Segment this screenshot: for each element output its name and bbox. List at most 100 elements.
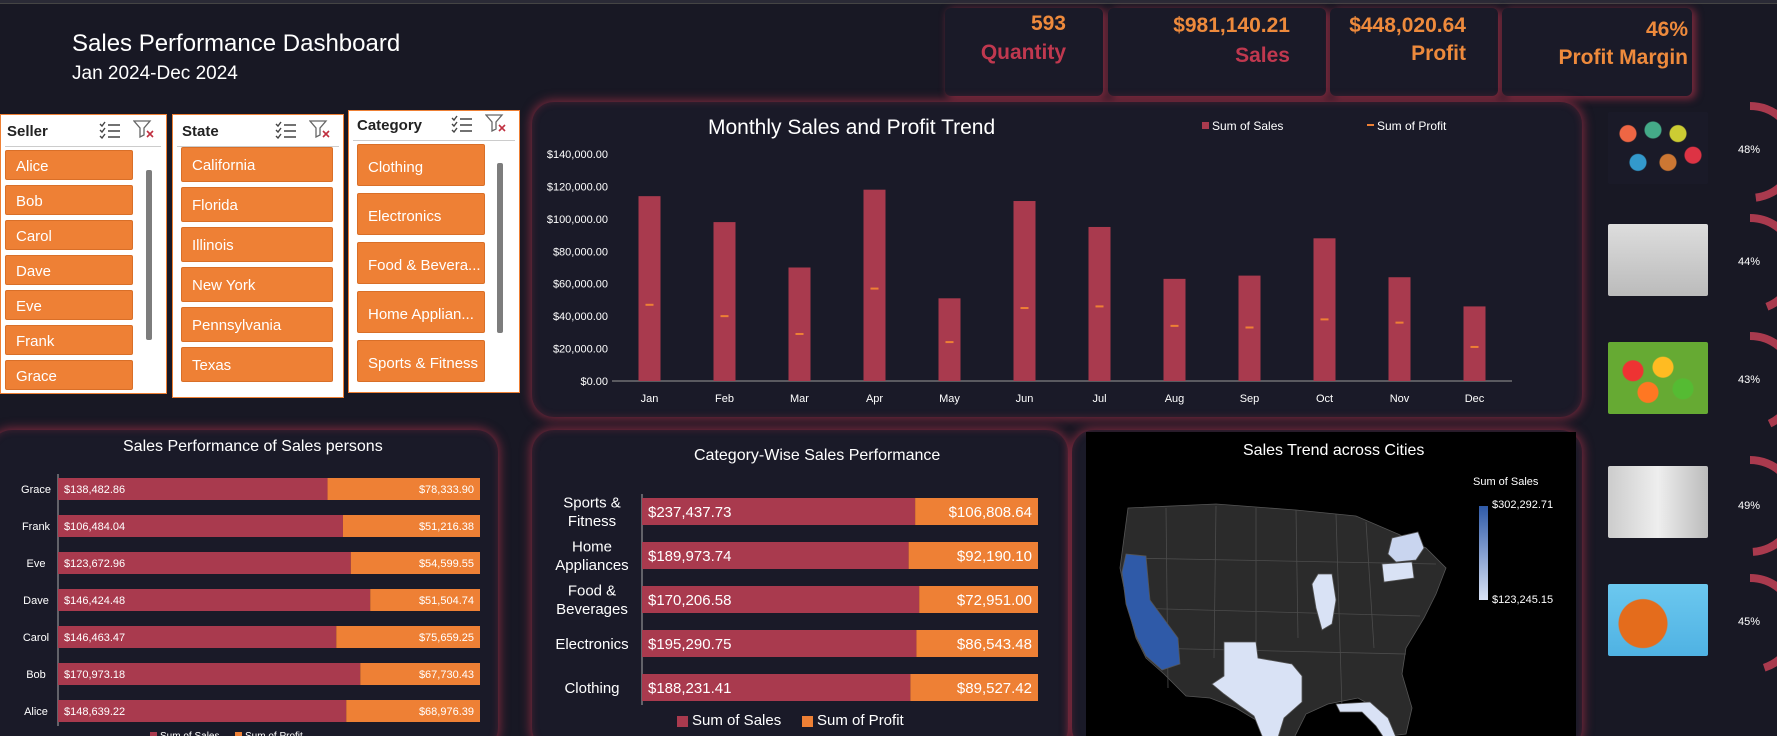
slicer-item[interactable]: Eve <box>5 290 133 320</box>
category-label: Food & <box>568 582 616 599</box>
category-label: Beverages <box>556 601 628 618</box>
slicer-item[interactable]: Frank <box>5 325 133 355</box>
slicer-seller[interactable]: Seller Alice Bob Carol Dave Eve Frank Grace <box>0 114 167 394</box>
slicer-item[interactable]: Clothing <box>357 144 485 186</box>
kpi-sales-card: $981,140.21 Sales <box>1108 8 1326 96</box>
bar-profit <box>327 478 480 500</box>
category-label: Fitness <box>568 513 616 530</box>
bar-sales-jun <box>1013 201 1036 381</box>
y-tick-label: $60,000.00 <box>553 279 608 291</box>
category-chart: $237,437.73 $106,808.64 Sports & Fitness $18… <box>555 494 1038 705</box>
category-label: Dave <box>23 595 49 607</box>
sports-image <box>1608 584 1708 656</box>
slicer-item[interactable]: Grace <box>5 360 133 390</box>
gauge-value-label: 49% <box>1738 500 1761 512</box>
map-legend-max: $302,292.71 <box>1492 499 1554 511</box>
category-label: Frank <box>22 521 51 533</box>
category-label: Sports & <box>563 494 621 511</box>
bar-profit <box>919 586 1038 613</box>
electronics-image <box>1608 224 1708 296</box>
bar-sales <box>58 589 371 611</box>
category-label: Alice <box>24 706 48 718</box>
slicer-item[interactable]: Carol <box>5 220 133 250</box>
clear-filter-icon[interactable] <box>485 114 507 132</box>
slicer-item[interactable]: Home Applian... <box>357 291 485 333</box>
slicer-state[interactable]: State California Florida Illinois New York P… <box>172 114 344 398</box>
legend-sales-swatch <box>150 732 157 736</box>
gauge-3: 43% <box>1602 332 1777 432</box>
monthly-chart: $0.00 $20,000.00 $40,000.00 $60,000.00 $80,0… <box>547 149 1512 405</box>
category-label: Carol <box>23 632 49 644</box>
data-label-sales: $170,973.18 <box>64 669 125 681</box>
x-tick-label: Nov <box>1390 393 1410 405</box>
bar-sales <box>58 663 361 685</box>
slicer-seller-title: Seller <box>7 123 48 140</box>
kpi-margin-value: 46% <box>1645 18 1688 41</box>
cat-legend-profit-swatch <box>802 716 813 727</box>
slicer-item[interactable]: Electronics <box>357 193 485 235</box>
data-label-profit: $89,527.42 <box>957 680 1032 697</box>
x-tick-label: Sep <box>1240 393 1260 405</box>
clear-filter-icon[interactable] <box>133 120 155 138</box>
data-label-profit: $75,659.25 <box>419 632 474 644</box>
kpi-quantity-label: Quantity <box>980 41 1066 64</box>
map-legend-min: $123,245.15 <box>1492 594 1554 606</box>
data-label-sales: $146,463.47 <box>64 632 125 644</box>
y-tick-label: $120,000.00 <box>547 181 608 193</box>
data-label-profit: $51,216.38 <box>419 521 474 533</box>
x-tick-label: Feb <box>715 393 734 405</box>
data-label-profit: $78,333.90 <box>419 484 474 496</box>
bar-sales-jan <box>638 196 661 381</box>
slicer-item[interactable]: Food & Bevera... <box>357 242 485 284</box>
bar-sales <box>58 515 343 537</box>
slicer-item[interactable]: Bob <box>5 185 133 215</box>
gauge-value-label: 45% <box>1738 616 1761 628</box>
category-label: Grace <box>21 484 51 496</box>
appliances-image <box>1608 466 1708 538</box>
bar-profit <box>910 674 1038 701</box>
y-tick-label: $40,000.00 <box>553 311 608 323</box>
legend-profit-label: Sum of Profit <box>245 731 303 736</box>
slicer-item[interactable]: Florida <box>181 187 333 222</box>
multi-select-icon[interactable] <box>99 121 121 139</box>
data-label-profit: $72,951.00 <box>957 592 1032 609</box>
clear-filter-icon[interactable] <box>309 120 331 138</box>
multi-select-icon[interactable] <box>275 121 297 139</box>
slicer-item[interactable]: Dave <box>5 255 133 285</box>
x-tick-label: Jul <box>1092 393 1106 405</box>
slicer-item[interactable]: Sports & Fitness <box>357 340 485 382</box>
data-label-sales: $195,290.75 <box>648 636 731 653</box>
legend-sales-label: Sum of Sales <box>1212 119 1284 133</box>
bar-sales-oct <box>1313 238 1336 381</box>
slicer-item[interactable]: Alice <box>5 150 133 180</box>
legend-profit-swatch <box>235 732 242 736</box>
data-label-sales: $188,231.41 <box>648 680 731 697</box>
slicer-scrollbar[interactable] <box>497 163 503 333</box>
y-tick-label: $0.00 <box>580 376 608 388</box>
map-panel: Sales Trend across Cities Sum of Sales $… <box>1072 430 1582 736</box>
gauge-ring <box>1749 332 1777 428</box>
slicer-item[interactable]: New York <box>181 267 333 302</box>
slicer-category[interactable]: Category Clothing Electronics Food & Bever… <box>348 110 520 393</box>
bar-profit <box>908 542 1038 569</box>
data-label-profit: $68,976.39 <box>419 706 474 718</box>
slicer-item[interactable]: Illinois <box>181 227 333 262</box>
multi-select-icon[interactable] <box>451 115 473 133</box>
gauge-value-label: 43% <box>1738 374 1761 386</box>
slicer-scrollbar[interactable] <box>146 170 152 340</box>
state-new-york <box>1387 531 1425 563</box>
slicer-category-title: Category <box>357 117 423 134</box>
slicer-item[interactable]: Texas <box>181 347 333 382</box>
cat-legend-sales-swatch <box>677 716 688 727</box>
y-tick-label: $20,000.00 <box>553 344 608 356</box>
bar-sales <box>58 626 337 648</box>
bar-sales <box>642 542 909 569</box>
state-california <box>1121 553 1181 671</box>
category-chart-title: Category-Wise Sales Performance <box>694 447 941 464</box>
kpi-quantity-value: 593 <box>1030 12 1066 35</box>
data-label-profit: $92,190.10 <box>957 548 1032 565</box>
slicer-item[interactable]: California <box>181 147 333 182</box>
category-label: Eve <box>27 558 46 570</box>
slicer-item[interactable]: Pennsylvania <box>181 307 333 342</box>
salesperson-chart: $138,482.86 $78,333.90 Grace $106,484.04 $51… <box>21 474 480 736</box>
